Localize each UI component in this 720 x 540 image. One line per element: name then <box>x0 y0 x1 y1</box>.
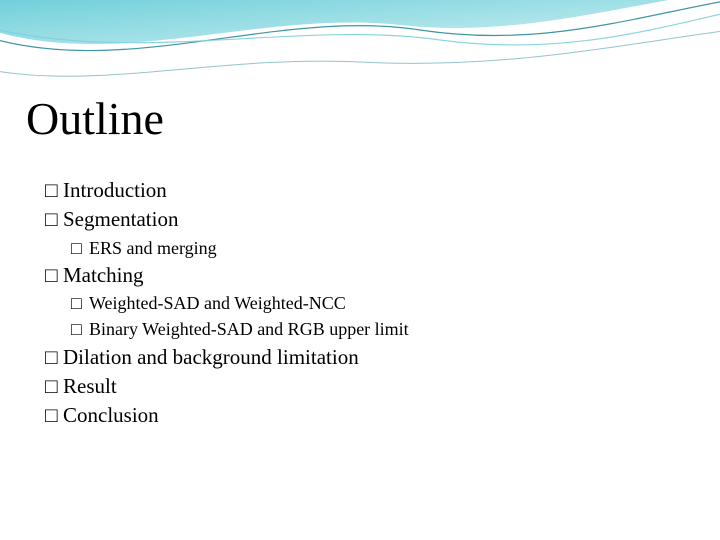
bullet-icon: □ <box>45 373 63 400</box>
list-item: □Conclusion <box>45 402 409 429</box>
list-item-label: Weighted-SAD and Weighted-NCC <box>89 293 346 313</box>
bullet-icon: □ <box>71 317 89 341</box>
bullet-icon: □ <box>45 206 63 233</box>
list-item: □Result <box>45 373 409 400</box>
list-item-label: Binary Weighted-SAD and RGB upper limit <box>89 319 409 339</box>
list-item: □Binary Weighted-SAD and RGB upper limit <box>71 317 409 341</box>
list-item: □Weighted-SAD and Weighted-NCC <box>71 291 409 315</box>
list-item: □Matching <box>45 262 409 289</box>
list-item-label: Matching <box>63 263 143 287</box>
bullet-icon: □ <box>45 177 63 204</box>
header-wave <box>0 0 720 100</box>
slide-title: Outline <box>26 92 164 145</box>
bullet-icon: □ <box>45 262 63 289</box>
bullet-icon: □ <box>71 291 89 315</box>
bullet-icon: □ <box>45 344 63 371</box>
list-item-label: Result <box>63 374 117 398</box>
outline-list: □Introduction □Segmentation □ERS and mer… <box>45 175 409 432</box>
bullet-icon: □ <box>71 236 89 260</box>
list-item: □Introduction <box>45 177 409 204</box>
list-item-label: ERS and merging <box>89 238 217 258</box>
list-item-label: Dilation and background limitation <box>63 345 359 369</box>
list-item-label: Segmentation <box>63 207 178 231</box>
bullet-icon: □ <box>45 402 63 429</box>
list-item-label: Introduction <box>63 178 167 202</box>
list-item: □Dilation and background limitation <box>45 344 409 371</box>
list-item: □ERS and merging <box>71 236 409 260</box>
list-item-label: Conclusion <box>63 403 159 427</box>
list-item: □Segmentation <box>45 206 409 233</box>
